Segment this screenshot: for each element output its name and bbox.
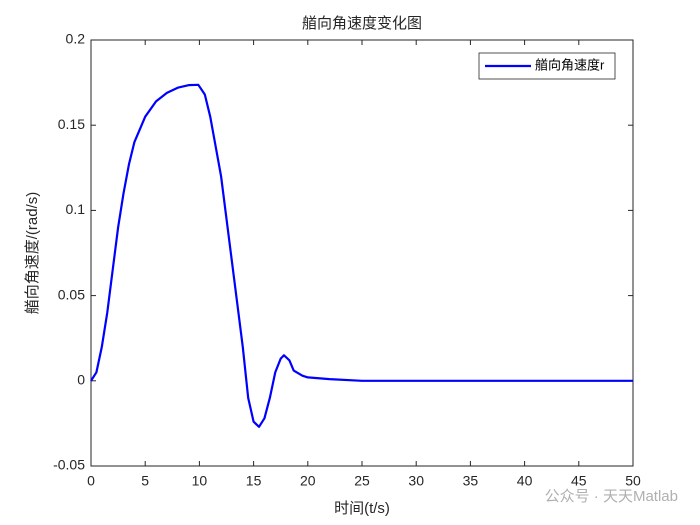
- y-tick-label: 0: [77, 372, 85, 388]
- plot-area: [90, 39, 634, 467]
- x-tick-label: 15: [246, 473, 262, 489]
- chart-title: 艏向角速度变化图: [302, 15, 422, 32]
- y-tick-label: -0.05: [53, 457, 85, 473]
- x-tick-label: 30: [408, 473, 424, 489]
- watermark: 公众号 · 天天Matlab: [545, 488, 678, 505]
- y-tick-label: 0.15: [58, 116, 85, 132]
- x-tick-label: 25: [354, 473, 370, 489]
- legend-label: 艏向角速度r: [535, 57, 605, 72]
- x-tick-label: 0: [87, 473, 95, 489]
- y-tick-label: 0.05: [58, 286, 85, 302]
- x-tick-label: 35: [463, 473, 479, 489]
- y-tick-label: 0.2: [66, 31, 86, 47]
- x-tick-label: 5: [141, 473, 149, 489]
- x-tick-label: 45: [571, 473, 587, 489]
- y-tick-label: 0.1: [66, 201, 86, 217]
- x-tick-label: 10: [192, 473, 208, 489]
- x-tick-label: 50: [625, 473, 641, 489]
- y-axis-label: 艏向角速度/(rad/s): [24, 192, 41, 315]
- x-tick-label: 40: [517, 473, 533, 489]
- x-tick-label: 20: [300, 473, 316, 489]
- data-line: [90, 83, 633, 428]
- x-axis-label: 时间(t/s): [334, 500, 390, 517]
